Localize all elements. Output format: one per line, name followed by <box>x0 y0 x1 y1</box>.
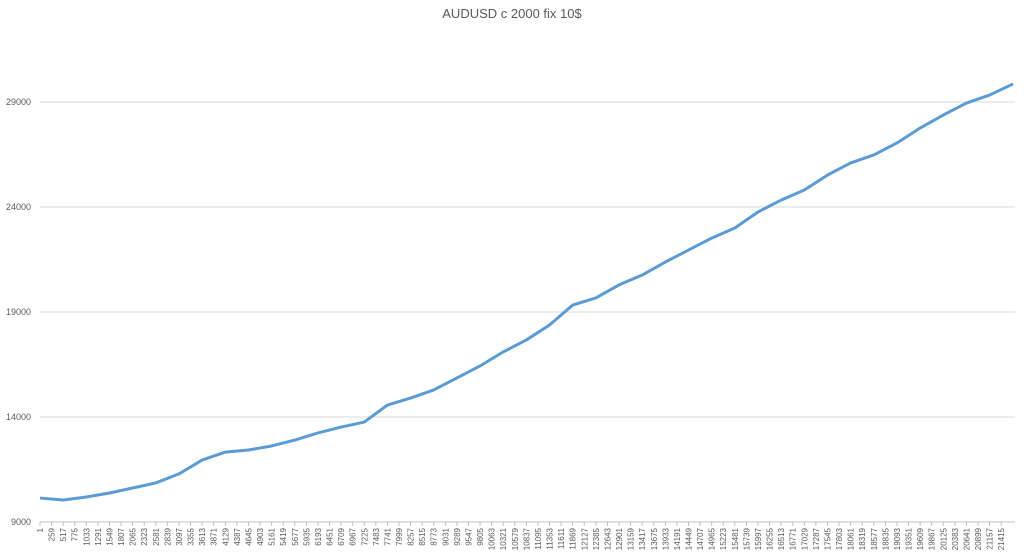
x-tick-label: 14449 <box>685 527 694 550</box>
x-tick-label: 20899 <box>974 527 983 550</box>
x-tick-label: 11869 <box>569 527 578 549</box>
chart-title: AUDUSD c 2000 fix 10$ <box>442 6 582 21</box>
x-tick-label: 2581 <box>152 527 161 545</box>
x-tick-label: 10579 <box>511 527 520 550</box>
x-tick-label: 7225 <box>360 527 369 545</box>
x-tick-label: 10837 <box>522 527 531 550</box>
x-tick-label: 20641 <box>962 527 971 550</box>
x-tick-label: 5935 <box>302 527 311 545</box>
x-tick-label: 3097 <box>175 527 184 545</box>
x-tick-label: 6709 <box>337 527 346 545</box>
x-tick-label: 13159 <box>627 527 636 550</box>
x-tick-label: 9805 <box>476 527 485 545</box>
x-tick-label: 10063 <box>488 527 497 550</box>
x-tick-label: 8773 <box>430 527 439 545</box>
x-tick-label: 18835 <box>881 527 890 550</box>
x-tick-label: 2839 <box>163 527 172 545</box>
x-tick-label: 5161 <box>268 527 277 545</box>
x-tick-label: 11095 <box>534 527 543 549</box>
y-tick-label: 24000 <box>6 202 31 212</box>
x-tick-label: 16771 <box>789 527 798 550</box>
x-tick-label: 19093 <box>893 527 902 550</box>
x-tick-label: 15481 <box>731 527 740 550</box>
x-tick-label: 8257 <box>407 527 416 545</box>
line <box>39 82 1014 502</box>
x-tick-label: 17545 <box>823 527 832 550</box>
x-tick-label: 8515 <box>418 527 427 545</box>
x-tick-label: 9031 <box>441 527 450 545</box>
x-tick-label: 12127 <box>580 527 589 550</box>
x-tick-label: 18577 <box>870 527 879 550</box>
x-tick-label: 1807 <box>117 527 126 545</box>
x-tick-label: 1033 <box>82 527 91 545</box>
x-tick-label: 17803 <box>835 527 844 550</box>
x-tick-label: 15739 <box>742 527 751 550</box>
x-tick-label: 2065 <box>129 527 138 545</box>
x-tick-label: 9289 <box>453 527 462 545</box>
x-tick-label: 5419 <box>279 527 288 545</box>
x-tick-label: 1549 <box>105 527 114 545</box>
x-tick-label: 13933 <box>661 527 670 550</box>
x-tick-label: 14707 <box>696 527 705 550</box>
x-tick-label: 14191 <box>673 527 682 550</box>
x-tick-label: 21415 <box>997 527 1006 550</box>
x-tick-label: 3871 <box>210 527 219 545</box>
x-tick-label: 10321 <box>499 527 508 550</box>
x-tick-label: 12385 <box>592 527 601 550</box>
x-tick-label: 775 <box>71 527 80 541</box>
x-tick-label: 9547 <box>464 527 473 545</box>
x-tick-label: 17287 <box>812 527 821 550</box>
x-tick-label: 11353 <box>546 527 555 549</box>
x-tick-label: 259 <box>48 527 57 541</box>
x-tick-label: 3355 <box>187 527 196 545</box>
x-tick-label: 19609 <box>916 527 925 550</box>
x-tick-label: 12643 <box>603 527 612 550</box>
x-tick-label: 12901 <box>615 527 624 550</box>
x-tick-label: 3613 <box>198 527 207 545</box>
x-tick-label: 4645 <box>244 527 253 545</box>
x-tick-label: 20125 <box>939 527 948 550</box>
x-tick-label: 4387 <box>233 527 242 545</box>
x-tick-label: 16513 <box>777 527 786 550</box>
x-tick-label: 6193 <box>314 527 323 545</box>
x-tick-label: 7483 <box>372 527 381 545</box>
x-tick-label: 517 <box>59 527 68 541</box>
x-tick-label: 6967 <box>349 527 358 545</box>
x-tick-label: 18319 <box>858 527 867 550</box>
x-tick-label: 21157 <box>986 527 995 549</box>
x-tick-label: 2323 <box>140 527 149 545</box>
x-tick-label: 4903 <box>256 527 265 545</box>
x-tick-label: 5677 <box>291 527 300 545</box>
x-tick-label: 15223 <box>719 527 728 550</box>
y-tick-label: 29000 <box>6 97 31 107</box>
x-tick-label: 4129 <box>221 527 230 545</box>
x-tick-label: 19351 <box>905 527 914 550</box>
y-tick-label: 14000 <box>6 412 31 422</box>
x-tick-label: 15997 <box>754 527 763 550</box>
x-tick-label: 14965 <box>708 527 717 550</box>
x-tick-label: 20383 <box>951 527 960 550</box>
x-tick-label: 11611 <box>557 527 566 549</box>
x-tick-label: 13675 <box>650 527 659 550</box>
x-tick-label: 19867 <box>928 527 937 550</box>
x-tick-label: 1291 <box>94 527 103 545</box>
x-tick-label: 16255 <box>766 527 775 550</box>
x-tick-label: 17029 <box>800 527 809 550</box>
x-tick-label: 13417 <box>638 527 647 550</box>
x-tick-label: 18061 <box>847 527 856 550</box>
x-tick-label: 6451 <box>326 527 335 545</box>
y-tick-label: 9000 <box>11 517 31 527</box>
x-tick-label: 7999 <box>395 527 404 545</box>
x-tick-label: 1 <box>36 527 45 532</box>
y-tick-label: 19000 <box>6 307 31 317</box>
x-tick-label: 7741 <box>383 527 392 545</box>
